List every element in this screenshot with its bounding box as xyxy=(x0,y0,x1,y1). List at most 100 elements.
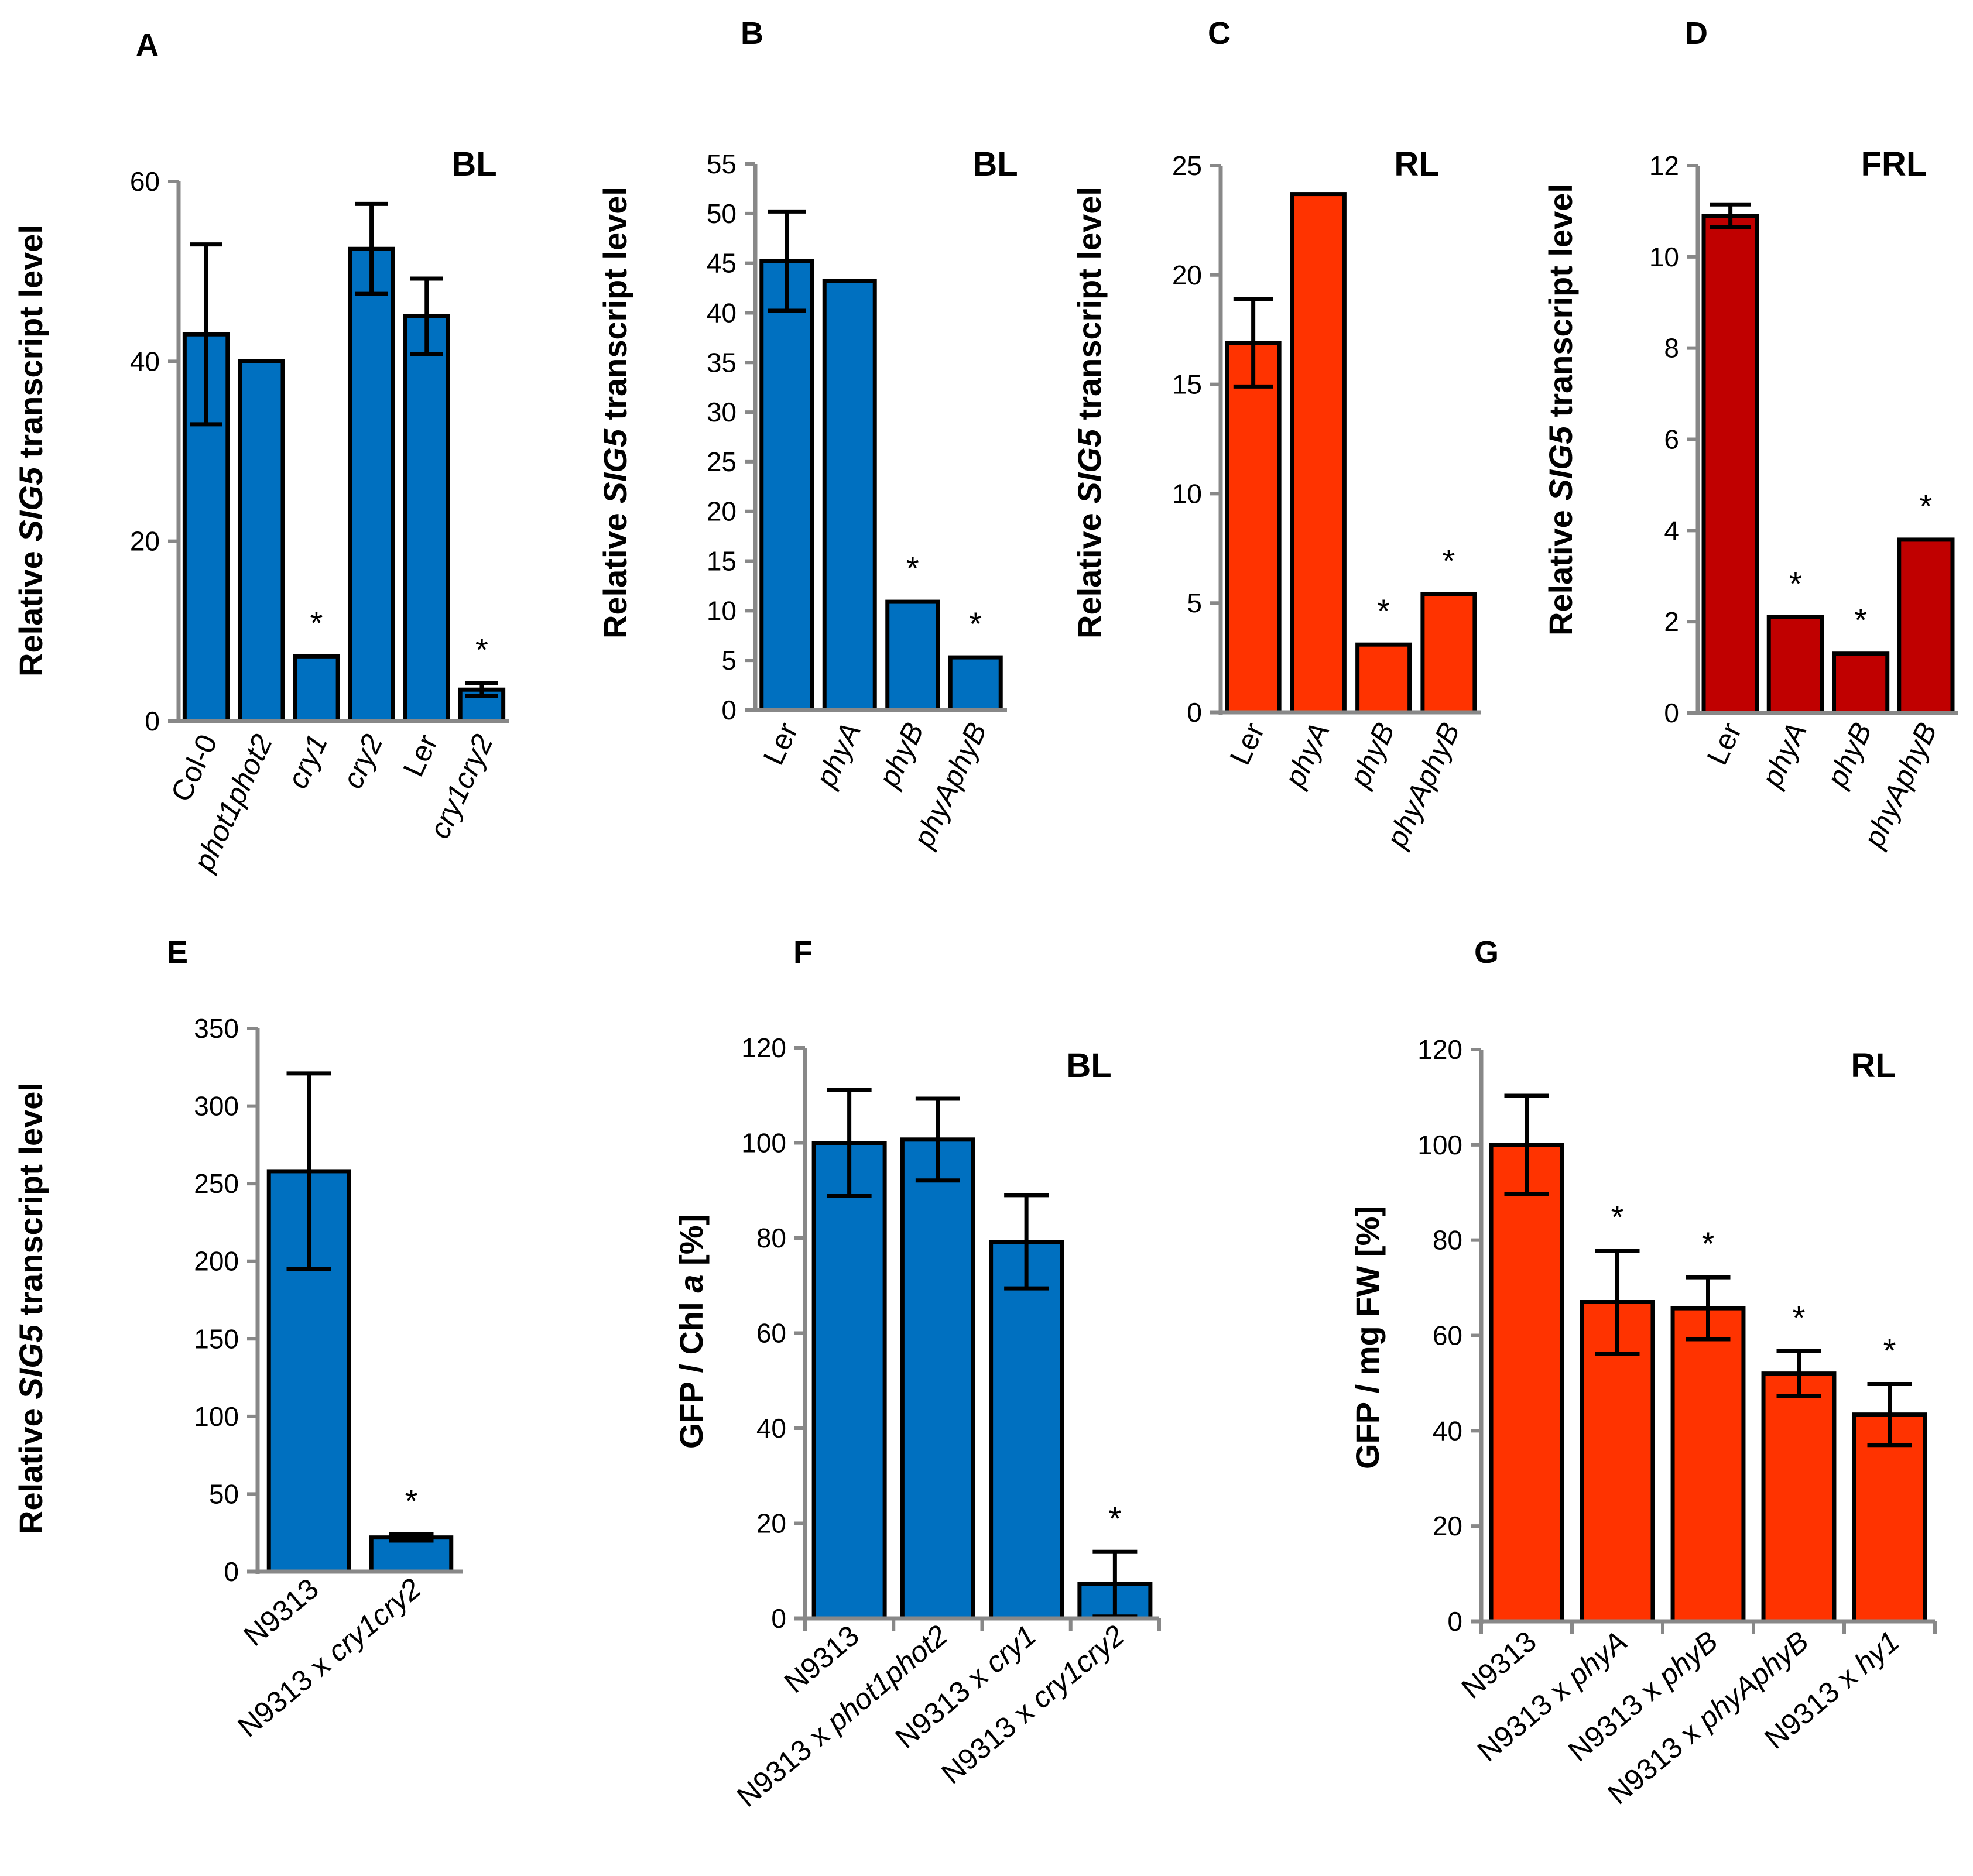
category-label: cry2 xyxy=(336,729,389,793)
y-tick-label: 25 xyxy=(707,447,737,477)
bar-ler xyxy=(403,314,450,723)
panel-c: C RL Relative SIG5 transcript level Ler phyA… xyxy=(1071,16,1481,853)
category-label: Ler xyxy=(756,718,804,770)
bar-n9313-x-phyaphyb xyxy=(1761,1371,1837,1624)
y-axis-label-part: Relative xyxy=(12,542,49,677)
y-tick-label: 20 xyxy=(130,526,160,557)
significance-star: * xyxy=(1883,1332,1896,1369)
panel-letter: B xyxy=(741,16,763,51)
y-tick-label: 0 xyxy=(771,1603,786,1634)
light-condition-label: BL xyxy=(972,145,1018,183)
significance-star: * xyxy=(1108,1500,1121,1537)
category-label: Col-0 xyxy=(165,729,224,807)
y-tick-label: 0 xyxy=(224,1556,239,1587)
y-tick-label: 120 xyxy=(1417,1034,1462,1065)
y-tick-label: 40 xyxy=(707,297,737,328)
category-label: N9313 x cry1cry2 xyxy=(232,1572,427,1743)
panel-b: B BL Relative SIG5 transcript level Ler phyA… xyxy=(597,16,1018,853)
y-tick-label: 0 xyxy=(721,695,737,725)
significance-star: * xyxy=(1793,1299,1806,1336)
category-label: phyA xyxy=(1755,718,1813,793)
y-axis-label-part: Relative xyxy=(1542,501,1579,636)
category-label: N9313 xyxy=(1455,1625,1543,1706)
y-axis-label-part: transcript level xyxy=(597,187,633,429)
bar-phyaphyb xyxy=(1420,592,1477,715)
y-axis-label: Relative SIG5 transcript level xyxy=(12,225,49,677)
y-tick-label: 100 xyxy=(194,1401,239,1432)
y-axis-label-part: SIG5 xyxy=(12,467,49,541)
y-tick-label: 45 xyxy=(707,248,737,279)
bar-phya xyxy=(822,279,877,712)
bar-n9313-x-cry1 xyxy=(989,1240,1064,1621)
significance-star: * xyxy=(1702,1225,1715,1262)
significance-star: * xyxy=(475,631,488,668)
y-tick-label: 0 xyxy=(1447,1606,1462,1637)
panel-letter: F xyxy=(793,935,813,970)
y-tick-label: 0 xyxy=(1664,698,1679,728)
y-tick-label: 40 xyxy=(756,1413,786,1443)
panel-e: E Relative SIG5 transcript level N9313 * N93… xyxy=(12,935,463,1744)
y-tick-label: 60 xyxy=(1433,1321,1462,1351)
y-tick-label: 35 xyxy=(707,347,737,378)
y-tick-label: 5 xyxy=(721,645,737,675)
significance-star: * xyxy=(1377,592,1390,629)
category-label: phyA xyxy=(1277,718,1336,793)
y-tick-label: 15 xyxy=(1172,369,1202,400)
y-tick-label: 40 xyxy=(130,346,160,376)
significance-star: * xyxy=(1789,565,1802,602)
significance-star: * xyxy=(1919,488,1932,524)
light-condition-label: BL xyxy=(451,145,496,183)
y-axis-label-part: SIG5 xyxy=(12,1324,49,1399)
category-label-prefix: N9313 x xyxy=(731,1713,841,1813)
y-axis-label: GFP / Chl a [%] xyxy=(673,1215,710,1449)
y-tick-label: 20 xyxy=(1433,1511,1462,1541)
panel-letter: C xyxy=(1208,16,1231,51)
light-condition-label: FRL xyxy=(1861,145,1927,183)
y-axis-label-part: SIG5 xyxy=(597,428,633,503)
y-axis-label-part: transcript level xyxy=(1542,184,1579,426)
bar-n9313 xyxy=(1489,1143,1564,1624)
bar-n9313-x-phyb xyxy=(1670,1306,1746,1624)
y-tick-label: 150 xyxy=(194,1323,239,1354)
y-axis-label-part: GFP / mg FW [%] xyxy=(1349,1206,1386,1469)
bar-phya xyxy=(1290,192,1347,715)
y-axis-label-part: transcript level xyxy=(12,225,49,467)
bar-cry2 xyxy=(348,246,395,723)
bar-n9313 xyxy=(811,1141,887,1621)
y-tick-label: 55 xyxy=(707,149,737,179)
bar-phot1phot2 xyxy=(238,359,285,723)
y-tick-label: 4 xyxy=(1664,515,1679,546)
y-tick-label: 250 xyxy=(194,1168,239,1199)
y-axis-label-part: GFP / Chl xyxy=(673,1293,710,1449)
y-tick-label: 8 xyxy=(1664,333,1679,363)
panel-d: D FRL Relative SIG5 transcript level Ler * ph… xyxy=(1542,16,1958,853)
category-label: phyB xyxy=(872,718,930,793)
category-label: Ler xyxy=(396,729,444,781)
y-tick-label: 12 xyxy=(1649,150,1679,181)
category-label: Ler xyxy=(1700,718,1748,770)
bar-phyb xyxy=(1832,651,1890,715)
y-axis-label-part: Relative xyxy=(12,1400,49,1534)
y-tick-label: 20 xyxy=(707,496,737,527)
category-label: phyB xyxy=(1342,718,1401,793)
y-axis-label-part: a xyxy=(673,1274,710,1292)
category-label: phyA xyxy=(809,718,867,793)
bar-ler xyxy=(1701,214,1759,715)
y-axis-label-part: Relative xyxy=(597,504,633,639)
y-tick-label: 100 xyxy=(1417,1130,1462,1160)
y-axis-label: GFP / mg FW [%] xyxy=(1349,1206,1386,1469)
bar-phyb xyxy=(885,599,940,712)
y-axis-label-part: transcript level xyxy=(1071,187,1108,429)
category-label: Ler xyxy=(1223,718,1270,770)
bar-ler xyxy=(1225,341,1282,715)
bar-phyaphyb xyxy=(1897,537,1955,715)
category-label-genotype: cry1cry2 xyxy=(321,1572,427,1668)
bar-n9313-x-phot1phot2 xyxy=(900,1137,975,1621)
y-tick-label: 10 xyxy=(707,595,737,626)
bar-cry1 xyxy=(293,654,340,723)
light-condition-label: RL xyxy=(1394,145,1439,183)
significance-star: * xyxy=(1854,602,1867,639)
bar-phyaphyb xyxy=(948,655,1003,712)
